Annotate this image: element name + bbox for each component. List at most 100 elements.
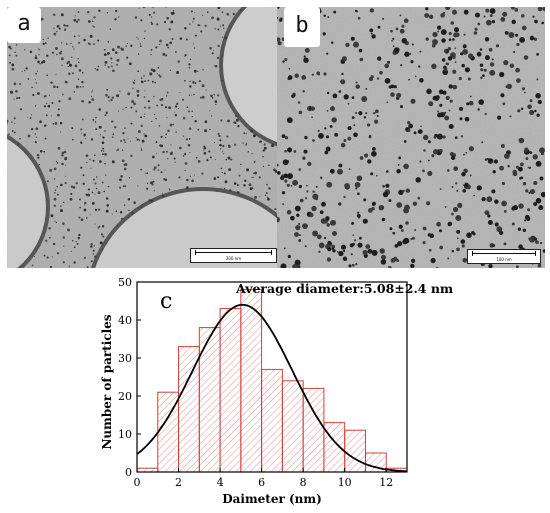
nanoparticle — [359, 236, 362, 240]
nanoparticle — [399, 14, 402, 17]
panel-label-c: c — [160, 289, 172, 314]
nanoparticle — [348, 168, 351, 170]
nanoparticle — [302, 223, 308, 230]
nanoparticle — [327, 16, 330, 18]
nanoparticle — [325, 216, 330, 221]
nanoparticle — [456, 247, 460, 252]
nanoparticle — [446, 62, 450, 66]
nanoparticle — [370, 75, 374, 79]
nanoparticle — [532, 15, 535, 18]
nanoparticle — [489, 8, 496, 14]
nanoparticle — [363, 198, 367, 202]
nanoparticle — [539, 147, 545, 154]
nanoparticle — [525, 157, 529, 161]
nanoparticle — [277, 7, 280, 9]
nanoparticle — [338, 250, 344, 257]
x-tick-label: 4 — [217, 476, 224, 489]
nanoparticle — [456, 189, 459, 192]
nanoparticle — [371, 151, 377, 157]
nanoparticle — [393, 85, 397, 89]
nanoparticle — [540, 191, 545, 198]
nanoparticle — [489, 14, 493, 18]
nanoparticle — [309, 212, 314, 218]
nanoparticle — [417, 196, 421, 200]
nanoparticle — [303, 55, 306, 58]
nanoparticle — [330, 106, 335, 112]
nanoparticle — [442, 90, 447, 95]
nanoparticle — [326, 257, 332, 262]
nanoparticle — [479, 48, 483, 51]
nanoparticle — [375, 174, 378, 177]
nanoparticle — [292, 179, 299, 186]
nanoparticle — [427, 233, 432, 237]
y-tick-label: 40 — [118, 314, 132, 327]
nanoparticle — [396, 202, 403, 208]
nanoparticle — [318, 132, 324, 139]
nanoparticle — [419, 78, 424, 83]
nanoparticle — [302, 156, 306, 160]
nanoparticle — [509, 63, 515, 69]
nanoparticle — [384, 78, 391, 84]
nanoparticle — [529, 189, 536, 195]
nanoparticle — [403, 207, 409, 214]
nanoparticle — [364, 153, 369, 158]
nanoparticle — [500, 16, 506, 22]
nanoparticle — [452, 206, 459, 213]
nanoparticle — [436, 221, 441, 227]
nanoparticle — [443, 49, 448, 53]
nanoparticle — [499, 165, 505, 171]
nanoparticle — [520, 176, 524, 180]
nanoparticle — [459, 106, 464, 111]
nanoparticle — [469, 174, 472, 177]
nanoparticle — [340, 142, 346, 148]
nanoparticle — [358, 48, 363, 53]
nanoparticle — [483, 15, 486, 18]
nanoparticle — [369, 134, 372, 137]
nanoparticle — [407, 128, 411, 132]
nanoparticle — [464, 67, 470, 73]
nanoparticle — [316, 234, 322, 240]
nanoparticle — [426, 88, 432, 95]
nanoparticle — [338, 163, 343, 168]
nanoparticle — [521, 25, 527, 31]
nanoparticle — [320, 218, 327, 224]
nanoparticle — [489, 69, 496, 76]
nanoparticle — [412, 236, 416, 240]
nanoparticle — [333, 10, 337, 14]
nanoparticle — [500, 93, 505, 98]
nanoparticle — [445, 95, 450, 100]
nanoparticle — [323, 236, 327, 240]
nanoparticle — [529, 236, 535, 243]
nanoparticle — [304, 135, 308, 140]
nanoparticle — [454, 61, 457, 63]
nanoparticle — [362, 249, 368, 256]
nanoparticle — [516, 265, 519, 268]
nanoparticle — [277, 171, 281, 175]
nanoparticle — [322, 32, 326, 36]
nanoparticle — [535, 92, 541, 99]
nanoparticle — [381, 217, 386, 222]
nanoparticle — [284, 179, 288, 183]
nanoparticle — [384, 63, 390, 69]
nanoparticle — [306, 184, 308, 187]
nanoparticle — [357, 211, 360, 214]
nanoparticle — [463, 168, 468, 174]
nanoparticle — [400, 229, 404, 232]
nanoparticle — [380, 259, 387, 265]
nanoparticle — [453, 32, 459, 38]
nanoparticle — [451, 186, 454, 188]
nanoparticle — [366, 123, 371, 127]
nanoparticle — [376, 115, 379, 117]
nanoparticle — [457, 202, 463, 208]
nanoparticle — [350, 36, 355, 41]
nanoparticle — [365, 244, 371, 249]
nanoparticle — [281, 191, 286, 195]
nanoparticle — [396, 168, 401, 174]
nanoparticle — [439, 149, 443, 153]
nanoparticle — [297, 101, 301, 104]
nanoparticle — [515, 165, 519, 169]
nanoparticle — [290, 185, 293, 187]
nanoparticle — [515, 67, 520, 73]
nanoparticle — [379, 248, 385, 254]
nanoparticle — [452, 69, 457, 74]
